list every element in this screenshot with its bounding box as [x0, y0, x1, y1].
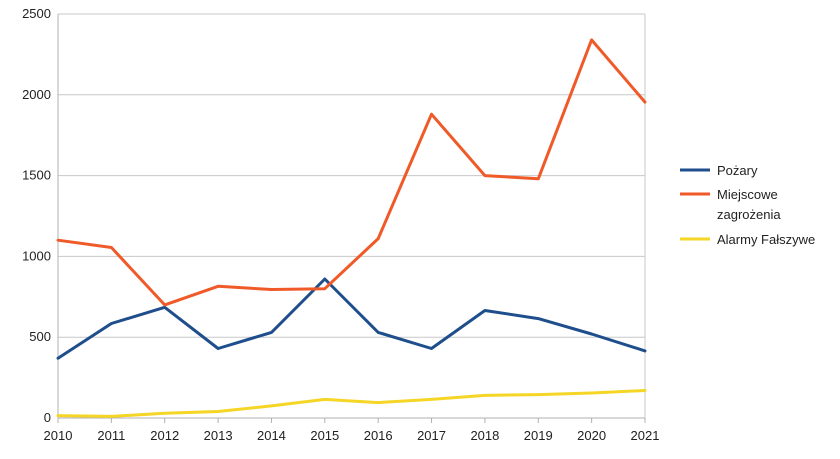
y-tick-label: 1000 — [22, 248, 51, 263]
y-tick-label: 2500 — [22, 6, 51, 21]
series-line-0 — [56, 277, 647, 360]
x-tick-label: 2019 — [524, 428, 553, 443]
legend-label: Miejscowe — [717, 187, 778, 202]
legend: Pożary Miejscowe zagrożenia Alarmy Fałszywe — [680, 163, 815, 247]
x-tick-label: 2011 — [97, 428, 125, 443]
grid — [58, 13, 645, 338]
legend-label: Alarmy Fałszywe — [717, 232, 815, 247]
x-tick-label: 2018 — [470, 428, 499, 443]
x-tick-label: 2017 — [417, 428, 446, 443]
legend-item-2: Alarmy Fałszywe — [680, 232, 815, 247]
x-tick-label: 2015 — [310, 428, 339, 443]
y-tick-label: 500 — [29, 329, 51, 344]
x-tick-label: 2021 — [631, 428, 660, 443]
y-tick-label: 2000 — [22, 87, 51, 102]
series-lines — [56, 38, 647, 418]
legend-item-1: Miejscowe zagrożenia — [680, 187, 781, 222]
series-line-2 — [56, 389, 647, 418]
x-tick-label: 2016 — [364, 428, 393, 443]
x-tick-label: 2020 — [577, 428, 606, 443]
legend-item-0: Pożary — [680, 163, 758, 178]
y-tick-label: 1500 — [22, 168, 51, 183]
x-tick-label: 2012 — [150, 428, 179, 443]
axes: 0 500 1000 1500 2000 2500 2010 2011 2012 2013 2014… — [22, 6, 659, 443]
y-tick-label: 0 — [44, 410, 51, 425]
x-tick-label: 2010 — [44, 428, 73, 443]
legend-label: zagrożenia — [717, 207, 781, 222]
series-line-1 — [56, 38, 647, 307]
legend-label: Pożary — [717, 163, 758, 178]
x-tick-label: 2014 — [257, 428, 286, 443]
x-tick-label: 2013 — [204, 428, 233, 443]
